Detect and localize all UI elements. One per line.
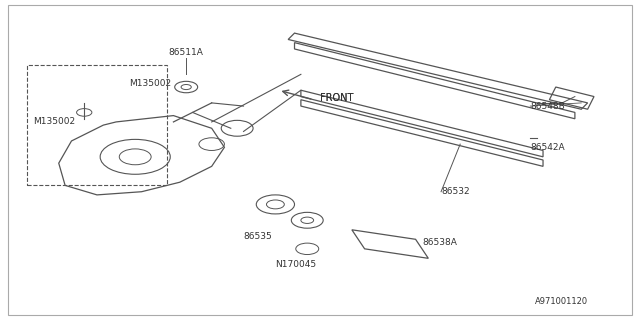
Text: 86511A: 86511A [169,48,204,57]
Text: FRONT: FRONT [320,93,353,103]
Text: M135002: M135002 [33,117,76,126]
Text: 86548B: 86548B [531,101,565,111]
Text: N170045: N170045 [275,260,317,269]
Text: 86538A: 86538A [422,238,457,247]
Text: A971001120: A971001120 [534,297,588,306]
Text: M135002: M135002 [129,79,171,88]
Text: 86542A: 86542A [531,143,565,152]
Text: 86535: 86535 [244,232,272,241]
Text: 86532: 86532 [441,187,470,196]
Text: FRONT: FRONT [320,93,353,103]
